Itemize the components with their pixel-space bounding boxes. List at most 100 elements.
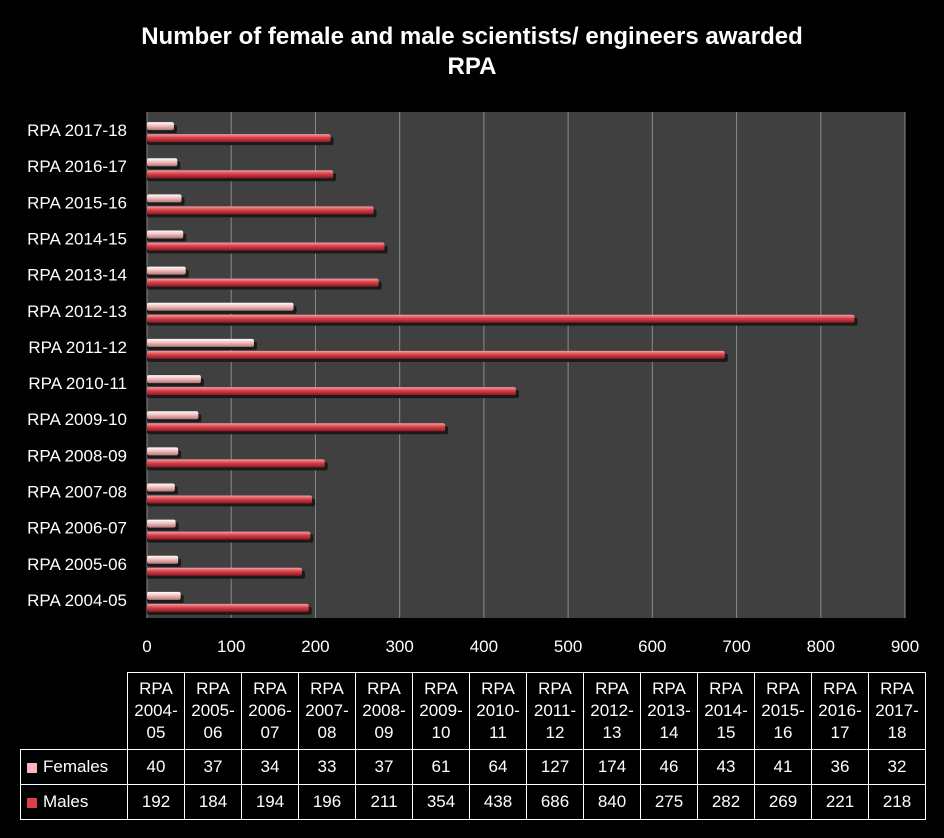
table-header-line: 06 (203, 723, 223, 742)
bar-females (147, 302, 294, 311)
bar-males (147, 603, 309, 612)
table-header-cell: RPA 2008- 09 (355, 672, 413, 750)
table-header-line: RPA (595, 679, 629, 698)
bar-males (147, 170, 334, 179)
table-header-cell: RPA 2007- 08 (298, 672, 356, 750)
bar-males (147, 531, 311, 540)
table-row: Females 40 37 34 33 37 61 64 127 174 46 43 41 36 32 (20, 749, 926, 785)
bar-females (147, 230, 184, 239)
table-header-line: 2012- (590, 701, 634, 720)
bar-males (147, 387, 516, 396)
category-label: RPA 2015-16 (27, 193, 127, 212)
table-header-line: RPA (424, 679, 458, 698)
legend-cell: Females (20, 749, 128, 785)
category-label: RPA 2016-17 (27, 157, 127, 176)
table-value-cell: 61 (412, 749, 470, 785)
table-header-line: RPA (766, 679, 800, 698)
table-header-cell: RPA 2013- 14 (640, 672, 698, 750)
category-label: RPA 2011-12 (28, 338, 127, 357)
table-header-line: 13 (602, 723, 622, 742)
table-header-cell: RPA 2006- 07 (241, 672, 299, 750)
table-header-line: 2004- (134, 701, 178, 720)
table-header-line: 2006- (248, 701, 292, 720)
legend-cell: Males (20, 784, 128, 820)
table-header-cell: RPA 2017- 18 (868, 672, 926, 750)
table-value-cell: 275 (640, 784, 698, 820)
legend-key-icon (27, 762, 37, 773)
bar-females (147, 555, 179, 564)
table-header-cell: RPA 2016- 17 (811, 672, 869, 750)
bar-females (147, 338, 254, 347)
category-label: RPA 2009-10 (27, 410, 127, 429)
table-value-cell: 174 (583, 749, 641, 785)
category-label: RPA 2006-07 (27, 519, 127, 538)
bar-males (147, 567, 302, 576)
table-header-line: 2008- (362, 701, 406, 720)
bar-males (147, 350, 725, 359)
table-header-row: RPA 2004- 05 RPA 2005- 06 RPA 2006- 07 RPA 2007- 08… (20, 672, 926, 750)
table-value-cell: 41 (754, 749, 812, 785)
bar-males (147, 423, 446, 432)
table-value-cell: 40 (127, 749, 185, 785)
table-header-line: 11 (489, 723, 507, 742)
table-header-cell: RPA 2004- 05 (127, 672, 185, 750)
table-header-line: RPA (310, 679, 344, 698)
table-value-cell: 33 (298, 749, 356, 785)
table-header-line: RPA (538, 679, 572, 698)
category-label: RPA 2014-15 (27, 230, 127, 249)
table-value-cell: 46 (640, 749, 698, 785)
bar-males (147, 278, 379, 287)
table-header-cell: RPA 2014- 15 (697, 672, 755, 750)
table-header-line: RPA (139, 679, 173, 698)
table-value-cell: 840 (583, 784, 641, 820)
legend-label: Males (43, 792, 89, 811)
x-tick-label: 500 (554, 637, 582, 656)
table-header-line: RPA (652, 679, 686, 698)
table-value-cell: 196 (298, 784, 356, 820)
table-corner-cell (20, 672, 128, 750)
table-value-cell: 438 (469, 784, 527, 820)
table-header-line: 2005- (191, 701, 235, 720)
table-header-line: RPA (481, 679, 515, 698)
bar-females (147, 266, 186, 275)
table-header-line: 18 (887, 723, 907, 742)
table-header-line: RPA (367, 679, 401, 698)
legend-key-icon (27, 797, 37, 808)
table-header-line: 12 (545, 723, 565, 742)
table-header-line: 15 (716, 723, 736, 742)
category-label: RPA 2007-08 (27, 483, 127, 502)
table-header-line: 17 (830, 723, 850, 742)
table-header-cell: RPA 2012- 13 (583, 672, 641, 750)
x-tick-label: 400 (470, 637, 498, 656)
table-value-cell: 64 (469, 749, 527, 785)
table-header-line: RPA (823, 679, 857, 698)
bar-females (147, 158, 178, 167)
table-value-cell: 192 (127, 784, 185, 820)
table-header-line: 08 (317, 723, 337, 742)
bar-females (147, 483, 175, 492)
table-value-cell: 184 (184, 784, 242, 820)
table-header-line: RPA (709, 679, 743, 698)
legend-label: Females (43, 757, 109, 776)
table-header-line: RPA (253, 679, 287, 698)
bar-males (147, 459, 325, 468)
bar-females (147, 591, 181, 600)
table-value-cell: 221 (811, 784, 869, 820)
table-header-line: 2016- (818, 701, 862, 720)
bar-males (147, 495, 313, 504)
bar-females (147, 447, 179, 456)
x-tick-label: 600 (638, 637, 666, 656)
table-header-line: 16 (773, 723, 793, 742)
table-value-cell: 282 (697, 784, 755, 820)
table-header-line: 2013- (647, 701, 691, 720)
bar-females (147, 411, 199, 420)
table-value-cell: 37 (184, 749, 242, 785)
table-header-line: RPA (196, 679, 230, 698)
table-value-cell: 194 (241, 784, 299, 820)
table-value-cell: 211 (355, 784, 413, 820)
table-header-cell: RPA 2015- 16 (754, 672, 812, 750)
x-tick-label: 900 (891, 637, 919, 656)
table-header-line: 10 (431, 723, 451, 742)
bar-males (147, 314, 855, 323)
bar-females (147, 375, 201, 384)
